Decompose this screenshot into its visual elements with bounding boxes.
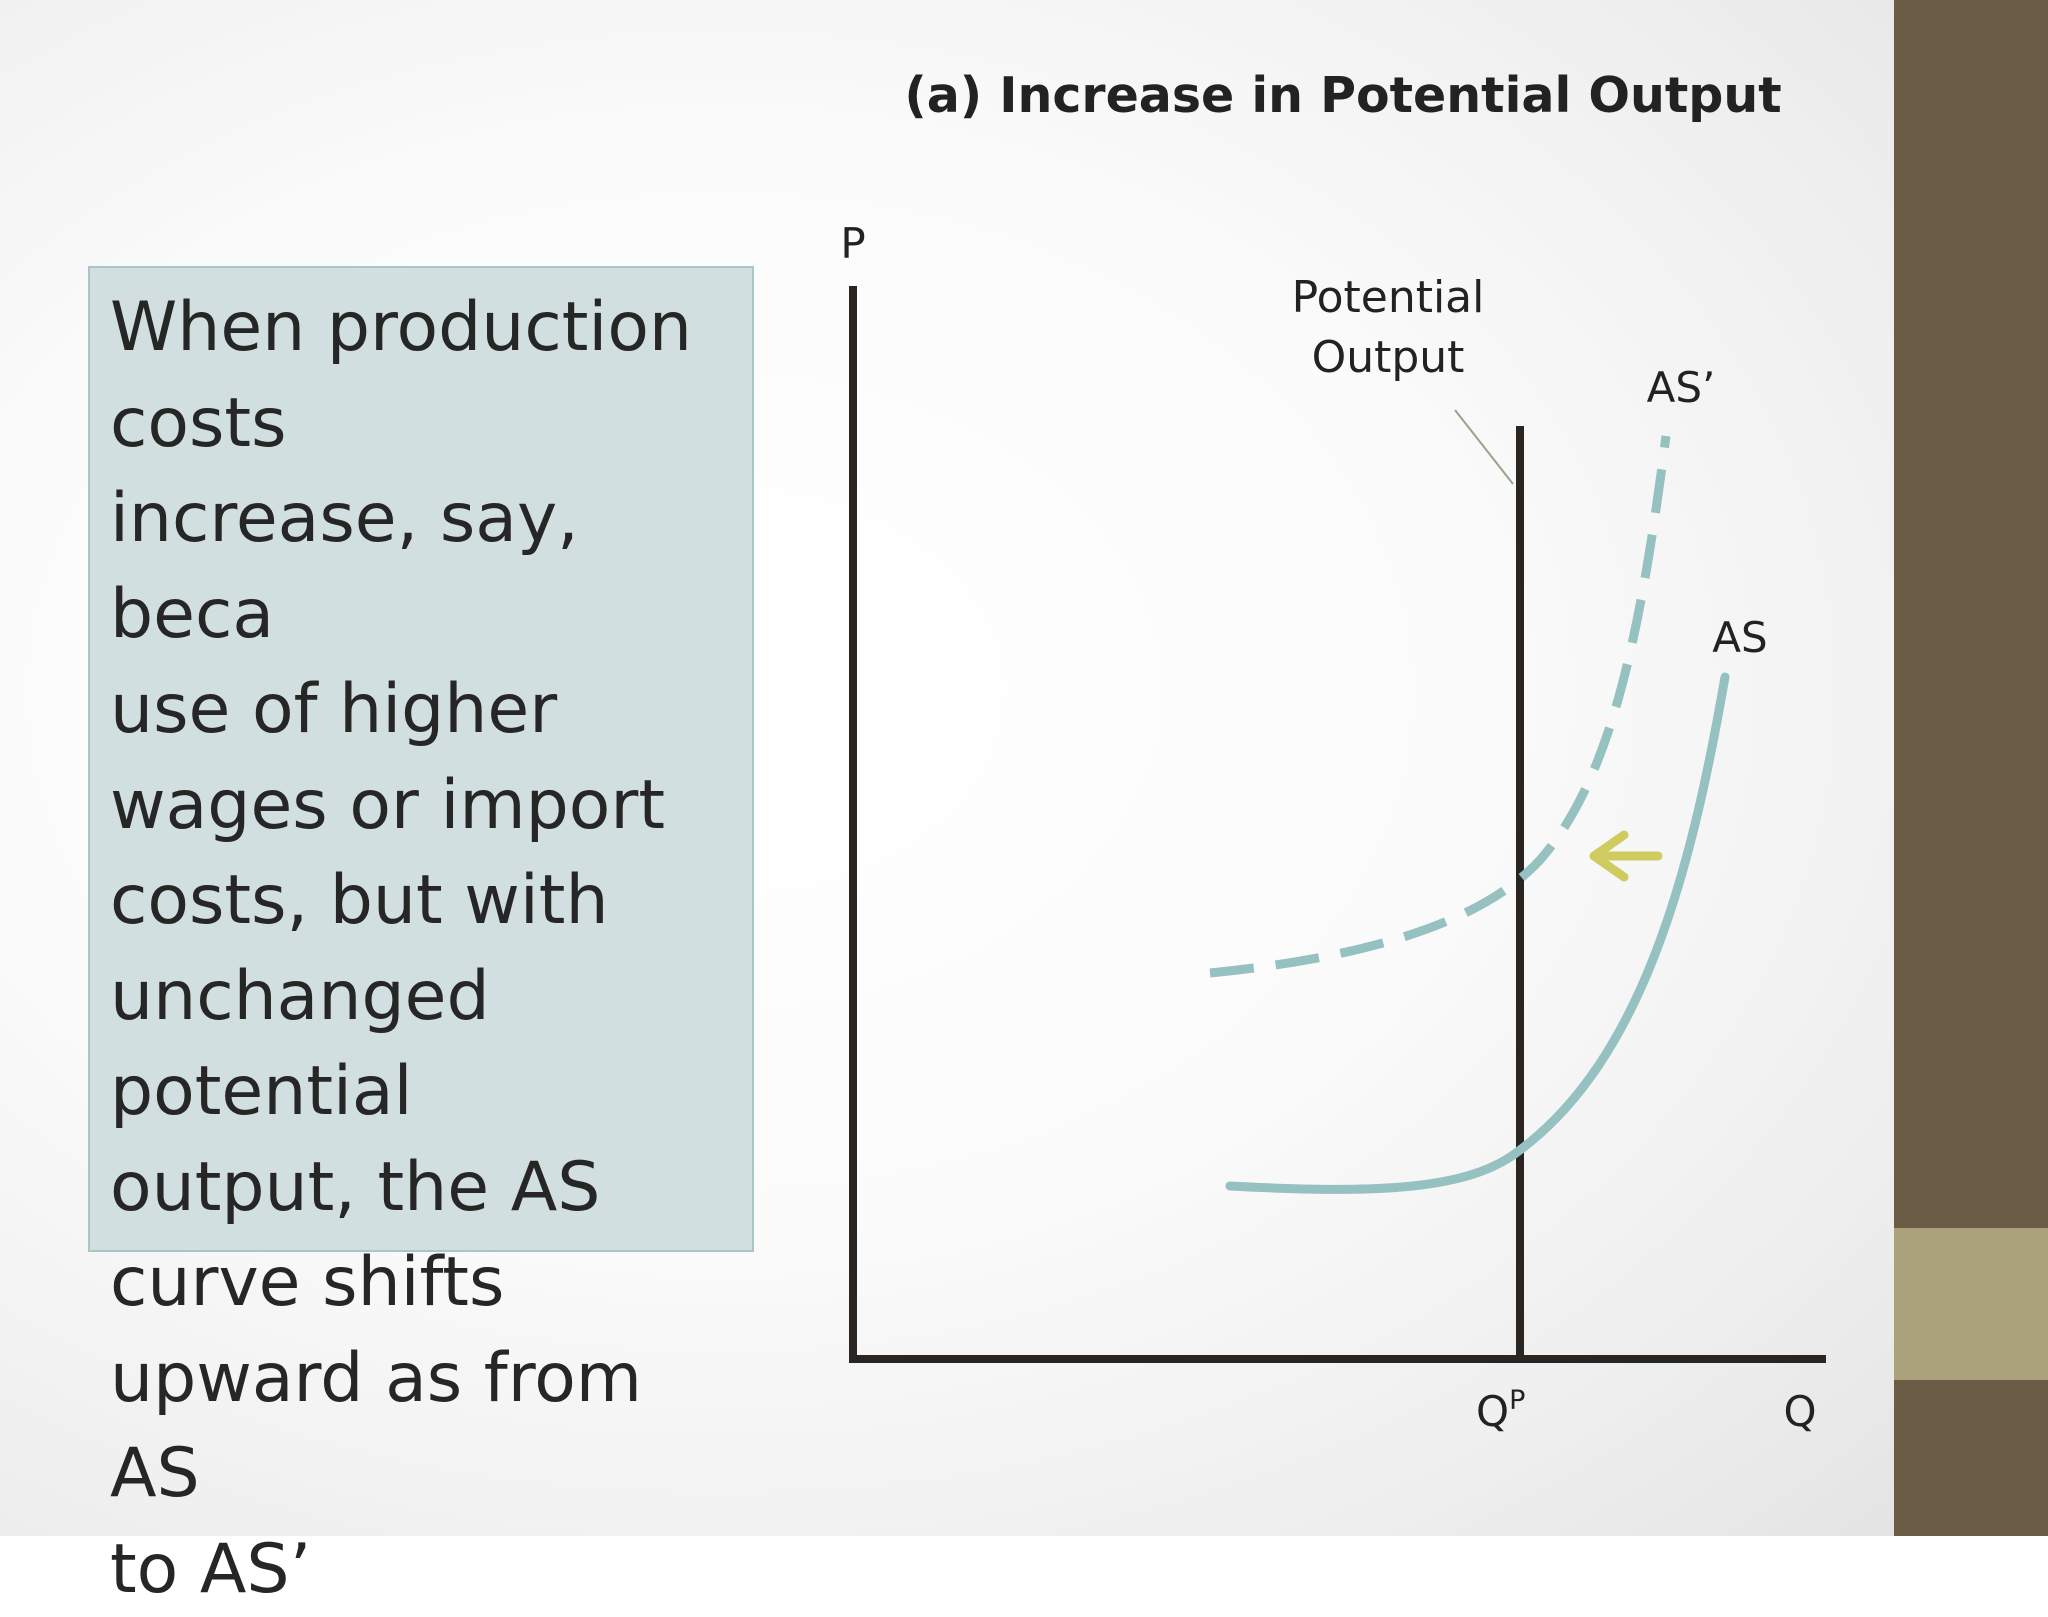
text-box xyxy=(88,266,754,1252)
as-shift-diagram: (a) Increase in Potential Output P Q Pot… xyxy=(840,67,1826,1436)
text-box-content: When production costs increase, say, bec… xyxy=(110,288,693,1609)
as-curve xyxy=(1225,672,1730,1194)
left-arrow-icon xyxy=(1589,830,1663,882)
potential-output-label-line2: Output xyxy=(1312,332,1465,383)
x-axis-label: Q xyxy=(1783,1387,1816,1436)
as-label: AS xyxy=(1712,613,1767,662)
qp-label: QP xyxy=(1476,1385,1525,1436)
potential-output-leader-line xyxy=(1454,409,1514,485)
potential-output-label-line1: Potential xyxy=(1292,272,1485,323)
diagram-title: (a) Increase in Potential Output xyxy=(904,67,1781,124)
as-prime-curve xyxy=(1209,435,1671,978)
as-prime-label: AS’ xyxy=(1647,363,1716,412)
y-axis-label: P xyxy=(840,219,865,268)
side-bar-accent xyxy=(1894,1228,2048,1380)
qp-superscript: P xyxy=(1509,1385,1525,1416)
